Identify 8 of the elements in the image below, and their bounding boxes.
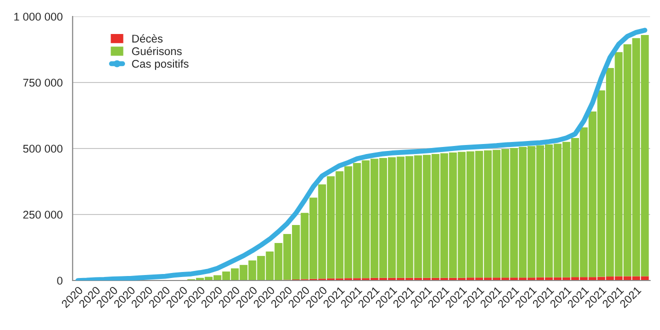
y-tick-label: 250 000 xyxy=(23,210,62,219)
y-tick-label: 0 xyxy=(57,276,62,285)
legend-label: Guérisons xyxy=(132,46,182,56)
y-tick-label: 1 000 000 xyxy=(14,12,62,21)
y-tick-label: 500 000 xyxy=(23,144,62,153)
y-tick-label: 750 000 xyxy=(23,78,62,87)
legend-label: Cas positifs xyxy=(132,60,188,70)
legend-label: Décès xyxy=(132,34,163,43)
